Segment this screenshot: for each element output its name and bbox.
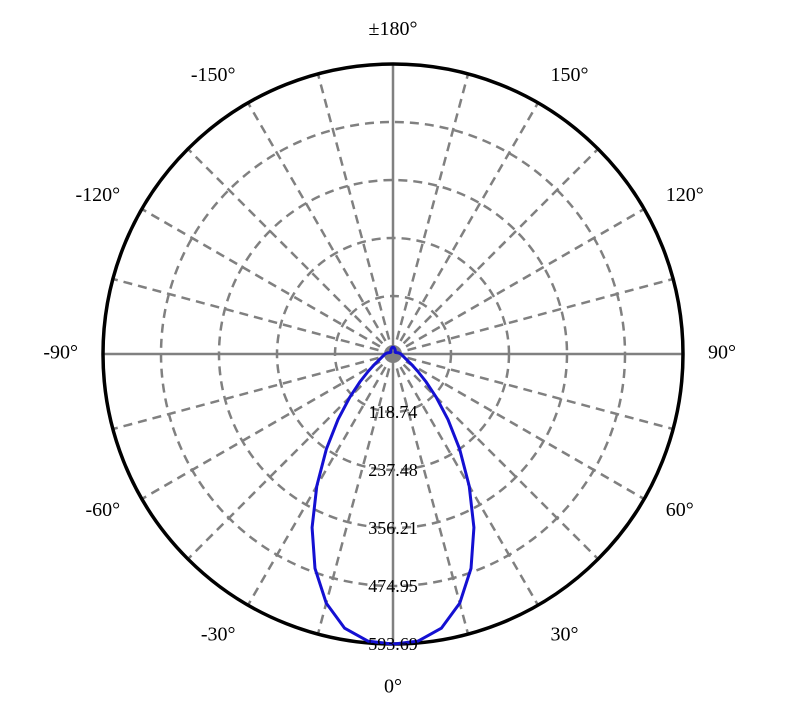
radial-label: 593.69 xyxy=(368,634,418,654)
angle-label: -90° xyxy=(43,342,78,364)
angle-label: 90° xyxy=(708,342,736,364)
angle-label: 30° xyxy=(551,623,579,645)
angle-label: 0° xyxy=(384,676,402,698)
radial-label: 356.21 xyxy=(368,518,418,538)
radial-label: 237.48 xyxy=(368,460,418,480)
polar-chart: 118.74 237.48 356.21 474.95 593.69 ±180° -150°… xyxy=(0,0,786,709)
polar-svg: 118.74 237.48 356.21 474.95 593.69 ±180° -150°… xyxy=(0,0,786,709)
radial-label: 118.74 xyxy=(369,402,418,422)
angle-label: 150° xyxy=(551,64,589,86)
angle-label: 120° xyxy=(666,184,704,206)
angle-label: -30° xyxy=(201,623,236,645)
angle-label: -120° xyxy=(76,184,121,206)
angle-label: ±180° xyxy=(369,18,418,40)
angle-label: 60° xyxy=(666,499,694,521)
radial-label: 474.95 xyxy=(368,576,418,596)
angle-label: -60° xyxy=(86,499,121,521)
angle-label: -150° xyxy=(191,64,236,86)
